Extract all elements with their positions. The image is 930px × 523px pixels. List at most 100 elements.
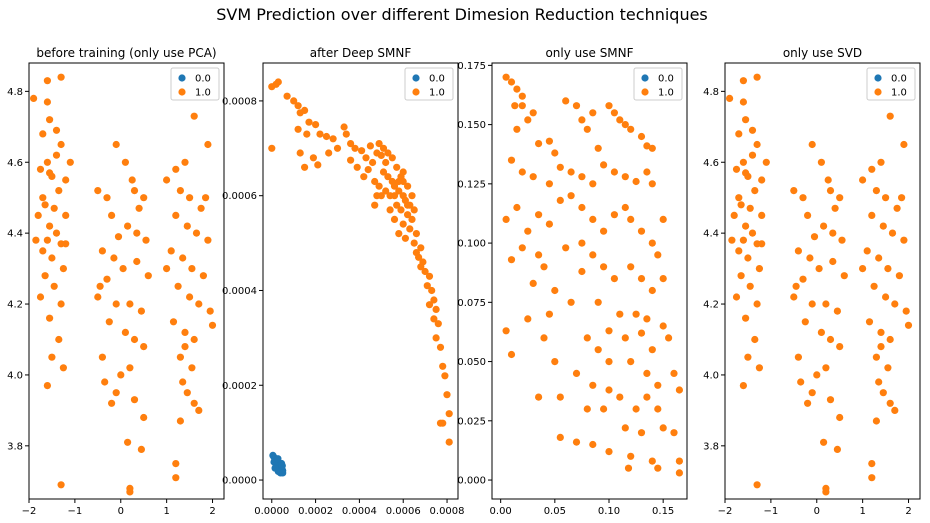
scatter-point-1.0	[124, 222, 132, 230]
scatter-point-1.0	[199, 272, 207, 280]
legend-label-0.0: 0.0	[429, 74, 445, 85]
scatter-point-1.0	[206, 307, 214, 315]
scatter-point-1.0	[62, 240, 70, 248]
subplot-1: before training (only use PCA) −2 −1 0 1 2 3.8…	[7, 46, 225, 517]
scatter-point-1.0	[739, 98, 748, 106]
scatter-point-1.0	[325, 149, 333, 157]
scatter-point-1.0	[833, 445, 842, 453]
scatter-point-1.0	[360, 173, 368, 181]
scatter-point-1.0	[406, 225, 414, 233]
legend-label-1.0: 1.0	[429, 88, 445, 99]
subplot-title: before training (only use PCA)	[36, 46, 216, 60]
scatter-point-1.0	[57, 300, 65, 308]
scatter-point-1.0	[507, 350, 516, 359]
scatter-point-1.0	[59, 364, 67, 372]
y-tick-label: 4.4	[703, 229, 719, 240]
scatter-point-1.0	[174, 282, 182, 290]
scatter-point-1.0	[408, 215, 416, 223]
subplot-title: only use SVD	[783, 46, 862, 60]
y-tick-label: 0.150	[457, 120, 486, 131]
scatter-point-1.0	[872, 353, 881, 361]
legend-marker-0.0	[412, 74, 420, 82]
scatter-point-1.0	[29, 94, 38, 102]
scatter-point-1.0	[140, 343, 148, 351]
scatter-point-1.0	[762, 158, 770, 166]
scatter-point-1.0	[605, 358, 613, 366]
scatter-point-1.0	[112, 140, 120, 149]
scatter-point-1.0	[742, 116, 750, 124]
scatter-point-1.0	[868, 211, 876, 219]
scatter-point-1.0	[659, 322, 667, 330]
scatter-point-1.0	[169, 318, 178, 326]
scatter-point-1.0	[50, 282, 58, 290]
subplot-title: only use SMNF	[545, 46, 633, 60]
scatter-point-1.0	[902, 307, 910, 315]
scatter-point-1.0	[659, 424, 667, 432]
y-tick-label: 4.0	[7, 370, 23, 381]
x-tick-label: 0.0000	[254, 506, 289, 517]
scatter-point-1.0	[648, 346, 656, 354]
scatter-point-1.0	[751, 335, 759, 344]
scatter-point-1.0	[204, 236, 212, 244]
scatter-point-1.0	[183, 389, 191, 397]
scatter-point-1.0	[62, 176, 70, 184]
scatter-point-1.0	[748, 126, 757, 134]
scatter-point-1.0	[529, 279, 537, 287]
scatter-point-1.0	[309, 154, 317, 162]
scatter-point-1.0	[817, 158, 826, 166]
scatter-point-1.0	[48, 254, 56, 262]
x-tick-label: 0.05	[544, 506, 566, 517]
scatter-point-1.0	[142, 236, 150, 244]
scatter-point-1.0	[126, 488, 134, 496]
scatter-point-1.0	[371, 201, 379, 209]
scatter-point-1.0	[624, 464, 633, 472]
scatter-point-1.0	[675, 457, 684, 465]
scatter-point-1.0	[502, 327, 510, 335]
scatter-point-1.0	[32, 236, 40, 244]
scatter-point-1.0	[882, 194, 890, 202]
scatter-point-1.0	[176, 187, 184, 195]
x-tick-label: −1	[764, 506, 779, 517]
scatter-point-1.0	[654, 405, 662, 413]
scatter-point-1.0	[524, 116, 532, 124]
scatter-point-1.0	[390, 215, 399, 223]
scatter-point-1.0	[98, 247, 106, 255]
scatter-point-1.0	[616, 393, 624, 401]
axes-frame	[28, 62, 225, 500]
scatter-point-1.0	[43, 77, 52, 85]
scatter-point-1.0	[43, 158, 52, 166]
scatter-point-1.0	[829, 257, 837, 266]
scatter-point-1.0	[172, 211, 180, 219]
scatter-point-1.0	[753, 140, 761, 149]
scatter-point-1.0	[108, 399, 116, 407]
scatter-point-1.0	[822, 364, 830, 372]
scatter-point-1.0	[432, 305, 440, 313]
scatter-point-1.0	[163, 176, 171, 184]
scatter-point-1.0	[283, 92, 291, 100]
x-tick-label: 1	[859, 506, 865, 517]
scatter-point-1.0	[183, 222, 191, 230]
scatter-point-1.0	[627, 215, 635, 223]
scatter-point-1.0	[137, 307, 145, 315]
scatter-point-1.0	[659, 215, 667, 223]
legend-label-1.0: 1.0	[195, 88, 211, 99]
y-tick-label: 4.6	[7, 158, 23, 169]
scatter-point-1.0	[739, 77, 748, 85]
scatter-point-1.0	[126, 364, 134, 372]
scatter-point-1.0	[755, 265, 764, 273]
legend-label-0.0: 0.0	[891, 74, 907, 85]
legend-marker-1.0	[412, 88, 420, 96]
scatter-point-1.0	[140, 413, 148, 422]
scatter-point-1.0	[404, 211, 412, 219]
scatter-point-1.0	[408, 192, 416, 200]
scatter-points	[29, 73, 217, 496]
scatter-point-1.0	[551, 358, 559, 366]
scatter-point-1.0	[637, 329, 646, 337]
scatter-point-1.0	[190, 399, 198, 407]
scatter-point-1.0	[412, 230, 420, 238]
scatter-point-1.0	[439, 362, 447, 370]
scatter-point-1.0	[316, 130, 324, 138]
scatter-point-1.0	[799, 194, 807, 202]
scatter-point-1.0	[393, 163, 401, 171]
x-tick-label: −2	[718, 506, 733, 517]
